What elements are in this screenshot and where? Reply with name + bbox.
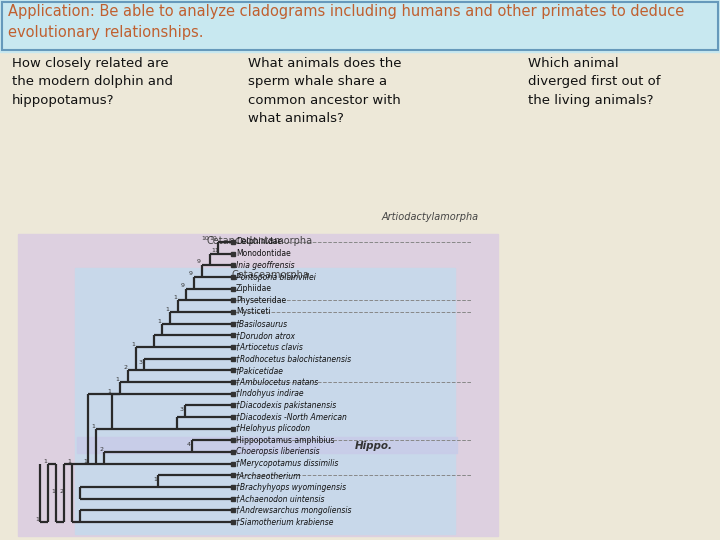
Text: Application: Be able to analyze cladograms including humans and other primates t: Application: Be able to analyze cladogra… [8,4,684,40]
Bar [0,0,720,52]
Text: 1: 1 [43,458,47,464]
Text: 1: 1 [91,424,95,429]
Text: †Archaeotherium: †Archaeotherium [236,471,302,480]
Text: 1: 1 [173,295,177,300]
Text: †Ambulocetus natans: †Ambulocetus natans [236,377,318,387]
Text: Pontoporia blainvillei: Pontoporia blainvillei [236,273,316,281]
Text: †Diacodexis pakistanensis: †Diacodexis pakistanensis [236,401,336,410]
Text: 1: 1 [115,377,119,382]
Text: 9: 9 [189,271,193,276]
Bar [2,2,718,50]
Text: Delphinidae: Delphinidae [236,238,282,246]
Text: 10: 10 [210,236,217,241]
Text: †Helohyus plicodon: †Helohyus plicodon [236,424,310,433]
Text: 1: 1 [107,389,111,394]
Text: Inia geoffrensis: Inia geoffrensis [236,261,294,270]
Text: Hippo.: Hippo. [355,441,393,451]
Text: Physeteridae: Physeteridae [236,296,286,305]
Text: †Indohyus indirae: †Indohyus indirae [236,389,304,398]
Text: Mysticeti: Mysticeti [236,307,271,316]
Text: 2: 2 [99,447,103,452]
Text: 9: 9 [197,259,201,265]
Text: 4: 4 [187,442,191,447]
Text: 3: 3 [139,361,143,366]
Text: Cetancodontamorpha: Cetancodontamorpha [207,236,313,246]
Text: 1: 1 [165,307,169,312]
Text: 3: 3 [180,407,184,412]
Text: Monodontidae: Monodontidae [236,249,291,258]
Text: †Siamotherium krabiense: †Siamotherium krabiense [236,517,333,526]
Text: †Brachyhyops wyomingensis: †Brachyhyops wyomingensis [236,483,346,491]
Text: †Artiocetus clavis: †Artiocetus clavis [236,342,303,352]
Text: †Diacodexis -North American: †Diacodexis -North American [236,413,347,422]
Text: How closely related are
the modern dolphin and
hippopotamus?: How closely related are the modern dolph… [12,57,173,107]
Text: Artiodactylamorpha: Artiodactylamorpha [382,212,479,222]
Text: †Basilosaurus: †Basilosaurus [236,319,288,328]
Text: 9: 9 [181,282,185,288]
Text: †Rodhocetus balochistanensis: †Rodhocetus balochistanensis [236,354,351,363]
Text: 1: 1 [157,319,161,323]
Text: 1: 1 [131,342,135,347]
Text: †Merycopotamus dissimilis: †Merycopotamus dissimilis [236,459,338,468]
Text: †Pakicetidae: †Pakicetidae [236,366,284,375]
Text: 1: 1 [51,489,55,494]
Text: 1: 1 [67,458,71,464]
Text: Choeropsis liberiensis: Choeropsis liberiensis [236,448,320,456]
Bar [75,268,455,534]
Text: Ziphiidae: Ziphiidae [236,284,272,293]
Text: Hippopotamus amphibius: Hippopotamus amphibius [236,436,335,445]
Bar [77,437,457,453]
Text: What animals does the
sperm whale share a
common ancestor with
what animals?: What animals does the sperm whale share … [248,57,402,125]
Text: 2: 2 [123,366,127,370]
Text: †Andrewsarchus mongoliensis: †Andrewsarchus mongoliensis [236,506,351,515]
Text: Which animal
diverged first out of
the living animals?: Which animal diverged first out of the l… [528,57,660,107]
Text: 1: 1 [153,477,157,482]
Bar [18,234,498,536]
Text: 2: 2 [59,489,63,494]
Text: 11: 11 [211,248,219,253]
Text: Cetaceamorpha: Cetaceamorpha [231,270,309,280]
Text: 1: 1 [83,458,87,464]
Text: †Achaenodon uintensis: †Achaenodon uintensis [236,494,325,503]
Text: 10: 10 [202,236,209,241]
Text: †Dorudon atrox: †Dorudon atrox [236,331,295,340]
Text: 1: 1 [35,517,39,522]
